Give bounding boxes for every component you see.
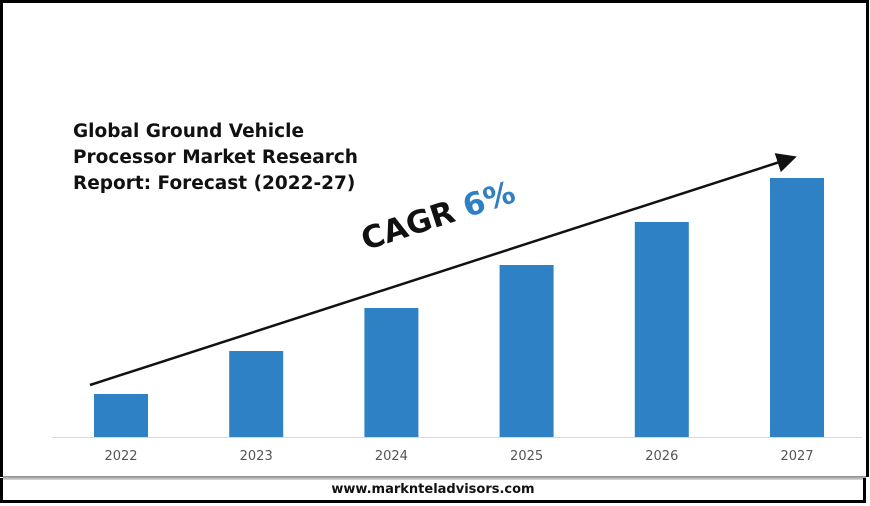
x-tick-label: 2022 <box>104 449 137 464</box>
x-tick-label: 2027 <box>780 449 813 464</box>
bar-chart: 2022 2023 2024 2025 2026 2027 <box>52 153 862 464</box>
bar-2027 <box>770 178 824 437</box>
bar-2026 <box>634 222 689 437</box>
website-footer: www.marknteladvisors.com <box>331 482 535 497</box>
chart-frame <box>0 0 869 477</box>
bar-2024 <box>364 308 419 437</box>
x-tick-label: 2026 <box>645 449 678 464</box>
bar-2022 <box>94 394 148 437</box>
frame-shadow <box>3 476 866 480</box>
x-tick-label: 2025 <box>510 449 543 464</box>
x-tick-label: 2024 <box>375 449 408 464</box>
bar-2025 <box>499 265 554 437</box>
x-tick-label: 2023 <box>240 449 273 464</box>
chart-title: Global Ground Vehicle Processor Market R… <box>73 121 358 194</box>
growth-arrow <box>89 153 797 387</box>
footer-frame <box>0 478 866 503</box>
bar-2023 <box>229 351 284 437</box>
